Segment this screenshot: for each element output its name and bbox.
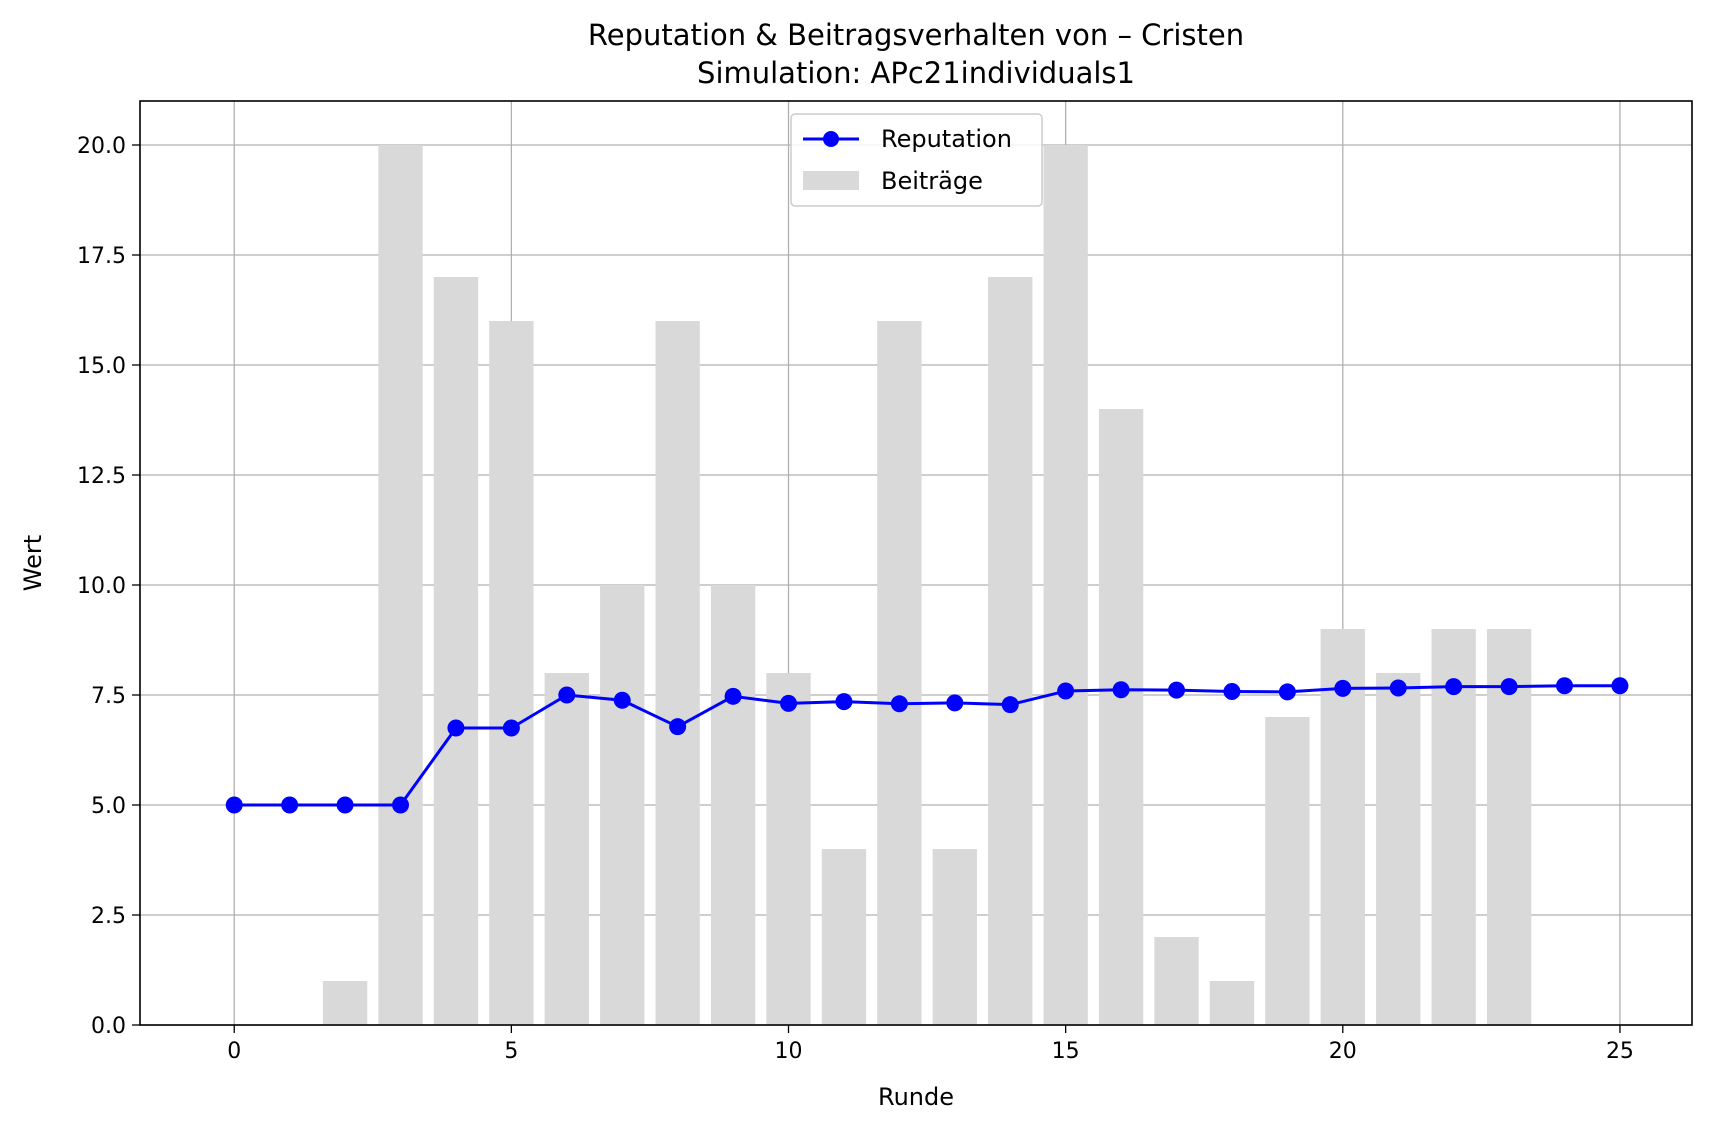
bar (1265, 717, 1310, 1025)
bar (932, 849, 977, 1025)
reputation-point (890, 695, 908, 713)
reputation-point (502, 719, 520, 737)
bar (544, 673, 589, 1025)
x-axis-label: Runde (878, 1083, 954, 1111)
legend-reputation-marker (823, 131, 839, 147)
y-axis: 0.0 2.5 5.0 7.5 10.0 12.5 15.0 17.5 20.0 (77, 134, 140, 1039)
x-axis: 0 5 10 15 20 25 (227, 1025, 1634, 1064)
bar (1098, 409, 1144, 1025)
x-tick-label: 0 (227, 1039, 241, 1064)
bar (433, 277, 479, 1025)
bar (1376, 673, 1421, 1025)
reputation-point (780, 694, 798, 712)
y-axis-label: Wert (19, 535, 47, 591)
bar (322, 981, 368, 1025)
reputation-point (1223, 682, 1241, 700)
y-tick-label: 7.5 (91, 684, 126, 709)
reputation-point (1278, 683, 1296, 701)
bar (821, 849, 867, 1025)
reputation-point (1445, 678, 1463, 696)
reputation-point (281, 796, 299, 814)
y-tick-label: 15.0 (77, 354, 126, 379)
reputation-point (336, 796, 354, 814)
reputation-point (1500, 678, 1518, 696)
reputation-point (613, 691, 631, 709)
bar (766, 673, 811, 1025)
reputation-point (1556, 677, 1574, 695)
bar (600, 585, 645, 1025)
bar (655, 321, 700, 1025)
reputation-point (1168, 681, 1186, 699)
reputation-point (835, 693, 853, 711)
line-series (225, 677, 1629, 814)
legend: Reputation Beiträge (790, 113, 1043, 207)
y-tick-label: 0.0 (91, 1014, 126, 1039)
y-tick-label: 5.0 (91, 794, 126, 819)
reputation-point (1611, 677, 1629, 695)
bar (1154, 937, 1199, 1025)
reputation-point (1112, 681, 1130, 699)
x-tick-label: 5 (504, 1039, 518, 1064)
reputation-point (946, 694, 964, 712)
x-tick-label: 20 (1329, 1039, 1357, 1064)
y-tick-label: 20.0 (77, 134, 126, 159)
bar (489, 321, 534, 1025)
reputation-point (1057, 682, 1075, 700)
x-tick-label: 25 (1606, 1039, 1634, 1064)
legend-reputation-label: Reputation (881, 125, 1012, 153)
reputation-point (724, 687, 742, 705)
legend-beitraege-label: Beiträge (881, 167, 983, 195)
bar (988, 277, 1033, 1025)
bar (877, 321, 922, 1025)
reputation-point (1389, 679, 1407, 697)
reputation-point (1334, 679, 1352, 697)
reputation-point (558, 686, 576, 704)
reputation-line (234, 684, 1620, 807)
bar (378, 145, 423, 1025)
reputation-point (225, 796, 243, 814)
y-tick-label: 12.5 (77, 464, 126, 489)
plot-frame (139, 100, 1693, 1026)
chart-subtitle: Simulation: APc21individuals1 (697, 56, 1135, 90)
reputation-point (447, 719, 465, 737)
reputation-point (669, 718, 687, 736)
legend-beitraege-swatch (803, 171, 859, 190)
reputation-point (392, 796, 410, 814)
y-tick-label: 2.5 (91, 904, 126, 929)
chart-title-line: Reputation & Beitragsverhalten von – Cri… (588, 18, 1244, 52)
y-tick-label: 10.0 (77, 574, 126, 599)
bar (1209, 981, 1255, 1025)
reputation-point (1001, 696, 1019, 714)
chart-title: Reputation & Beitragsverhalten von – Cri… (588, 18, 1244, 90)
bar (1043, 145, 1088, 1025)
x-tick-label: 15 (1052, 1039, 1080, 1064)
y-tick-label: 17.5 (77, 244, 126, 269)
x-tick-label: 10 (775, 1039, 803, 1064)
bar (710, 585, 756, 1025)
